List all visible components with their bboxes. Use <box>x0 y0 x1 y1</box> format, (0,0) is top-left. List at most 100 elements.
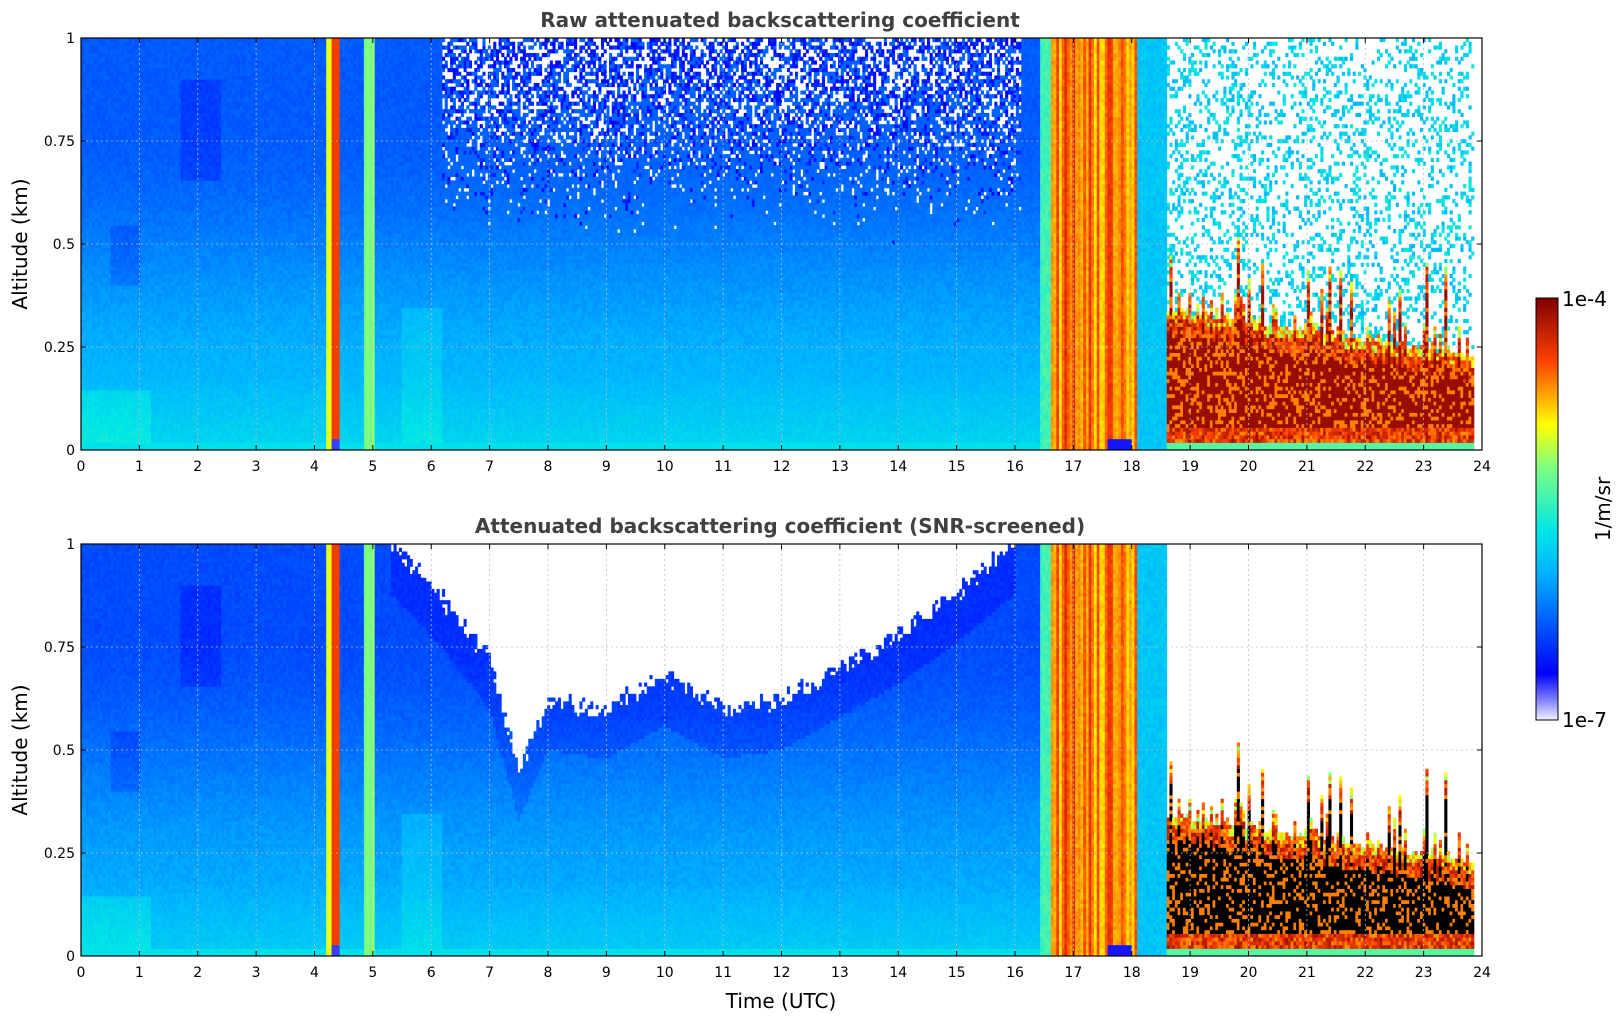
heatmap-cell <box>86 251 89 255</box>
heatmap-cell <box>116 398 119 402</box>
heatmap-cell <box>121 79 124 83</box>
heatmap-cell <box>154 424 157 428</box>
heatmap-cell <box>94 341 97 345</box>
heatmap-cell <box>116 263 119 267</box>
heatmap-cell <box>94 64 97 68</box>
heatmap-cell <box>143 266 146 270</box>
heatmap-cell <box>111 251 114 255</box>
heatmap-cell <box>135 341 138 345</box>
heatmap-cell <box>140 353 143 357</box>
heatmap-cell <box>92 64 95 68</box>
heatmap-cell <box>113 375 116 379</box>
heatmap-cell <box>148 435 151 439</box>
heatmap-cell <box>119 83 122 87</box>
heatmap-cell <box>89 72 92 76</box>
heatmap-cell <box>111 192 114 196</box>
heatmap-cell <box>108 237 111 241</box>
heatmap-cell <box>124 229 127 233</box>
heatmap-cell <box>100 173 103 177</box>
heatmap-cell <box>159 165 162 169</box>
heatmap-cell <box>154 435 157 439</box>
heatmap-cell <box>156 98 159 102</box>
heatmap-cell <box>132 300 135 304</box>
heatmap-cell <box>119 274 122 278</box>
heatmap-cell <box>89 45 92 49</box>
heatmap-cell <box>151 386 154 390</box>
heatmap-cell <box>124 341 127 345</box>
heatmap-cell <box>86 330 89 334</box>
heatmap-cell <box>86 53 89 57</box>
heatmap-cell <box>154 296 157 300</box>
heatmap-cell <box>119 278 122 282</box>
heatmap-cell <box>143 147 146 151</box>
heatmap-cell <box>154 147 157 151</box>
heatmap-cell <box>159 300 162 304</box>
heatmap-cell <box>108 356 111 360</box>
heatmap-cell <box>116 356 119 360</box>
heatmap-cell <box>124 300 127 304</box>
heatmap-cell <box>103 293 106 297</box>
heatmap-cell <box>130 199 133 203</box>
heatmap-cell <box>105 218 108 222</box>
heatmap-cell <box>151 409 154 413</box>
heatmap-cell <box>135 102 138 106</box>
heatmap-cell <box>135 371 138 375</box>
heatmap-cell <box>105 274 108 278</box>
heatmap-cell <box>94 60 97 64</box>
heatmap-cell <box>119 394 122 398</box>
heatmap-cell <box>148 83 151 87</box>
heatmap-cell <box>121 285 124 289</box>
heatmap-cell <box>92 368 95 372</box>
heatmap-cell <box>140 360 143 364</box>
heatmap-cell <box>146 109 149 113</box>
heatmap-cell <box>97 386 100 390</box>
heatmap-cell <box>119 308 122 312</box>
heatmap-cell <box>154 274 157 278</box>
heatmap-cell <box>103 401 106 405</box>
heatmap-cell <box>119 285 122 289</box>
heatmap-cell <box>119 214 122 218</box>
heatmap-cell <box>108 143 111 147</box>
heatmap-cell <box>97 270 100 274</box>
heatmap-cell <box>103 165 106 169</box>
heatmap-cell <box>154 42 157 46</box>
heatmap-cell <box>119 360 122 364</box>
heatmap-cell <box>89 225 92 229</box>
heatmap-cell <box>121 218 124 222</box>
heatmap-cell <box>103 330 106 334</box>
heatmap-cell <box>100 416 103 420</box>
heatmap-cell <box>130 263 133 267</box>
heatmap-cell <box>130 266 133 270</box>
heatmap-cell <box>105 233 108 237</box>
heatmap-cell <box>146 188 149 192</box>
heatmap-cell <box>113 349 116 353</box>
heatmap-cell <box>127 278 130 282</box>
heatmap-cell <box>111 154 114 158</box>
heatmap-cell <box>151 323 154 327</box>
heatmap-cell <box>132 210 135 214</box>
heatmap-cell <box>116 274 119 278</box>
heatmap-cell <box>103 308 106 312</box>
heatmap-cell <box>130 222 133 226</box>
heatmap-cell <box>103 251 106 255</box>
heatmap-cell <box>130 285 133 289</box>
heatmap-cell <box>108 188 111 192</box>
heatmap-cell <box>151 270 154 274</box>
heatmap-cell <box>135 401 138 405</box>
heatmap-cell <box>97 169 100 173</box>
heatmap-cell <box>100 162 103 166</box>
heatmap-cell <box>105 428 108 432</box>
heatmap-cell <box>111 416 114 420</box>
heatmap-cell <box>92 263 95 267</box>
heatmap-cell <box>124 383 127 387</box>
heatmap-cell <box>113 184 116 188</box>
heatmap-cell <box>105 117 108 121</box>
heatmap-cell <box>146 68 149 72</box>
heatmap-cell <box>140 390 143 394</box>
heatmap-cell <box>92 98 95 102</box>
heatmap-cell <box>132 57 135 61</box>
heatmap-cell <box>146 184 149 188</box>
heatmap-cell <box>103 162 106 166</box>
heatmap-cell <box>92 225 95 229</box>
heatmap-cell <box>140 251 143 255</box>
